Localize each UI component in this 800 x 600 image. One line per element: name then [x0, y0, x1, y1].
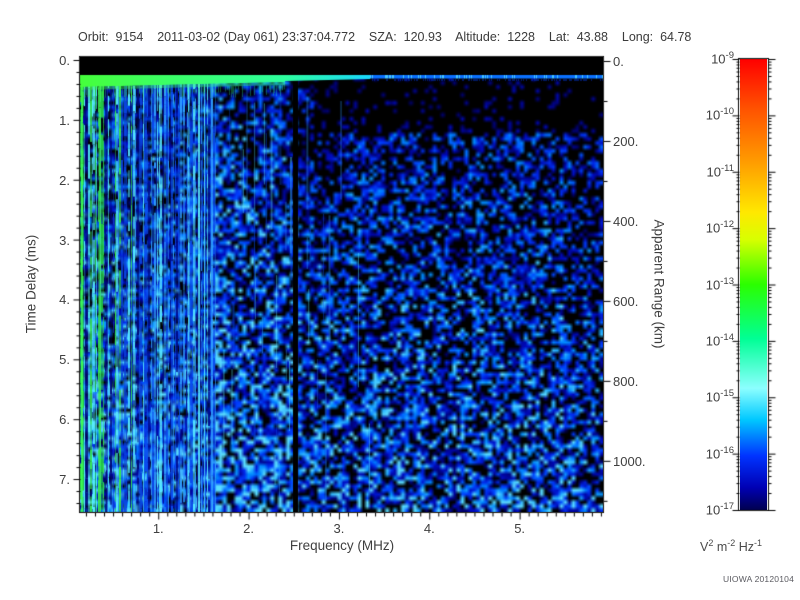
y-tick-label-right: 200.	[613, 133, 639, 149]
y-tick-label-right: 0.	[613, 53, 624, 69]
credit-stamp: UIOWA 20120104	[723, 574, 794, 584]
colorbar-tick-label: 10-17	[705, 501, 734, 518]
colorbar-tick-label: 10-10	[705, 106, 734, 123]
y-tick-label-left: 1.	[59, 112, 70, 128]
y-axis-title-left: Time Delay (ms)	[23, 234, 39, 334]
colorbar-tick-label: 10-16	[705, 444, 734, 461]
y-tick-label-right: 600.	[613, 293, 639, 309]
header-info: Orbit: 9154 2011-03-02 (Day 061) 23:37:0…	[78, 30, 692, 44]
x-axis-title: Frequency (MHz)	[289, 538, 395, 553]
y-tick-label-left: 6.	[59, 412, 70, 428]
y-tick-label-left: 7.	[59, 472, 70, 488]
spectrogram-canvas	[80, 57, 603, 512]
y-tick-label-left: 3.	[59, 232, 70, 248]
y-axis-title-right: Apparent Range (km)	[651, 219, 667, 349]
y-tick-label-left: 4.	[59, 292, 70, 308]
x-tick-label: 4.	[423, 521, 435, 536]
x-tick-label: 2.	[243, 521, 254, 536]
y-tick-label-right: 800.	[613, 373, 639, 389]
colorbar-tick-label: 10-11	[706, 162, 735, 180]
colorbar-tick-label: 10-13	[705, 275, 734, 292]
x-tick-label: 1.	[152, 521, 164, 536]
y-tick-label-right: 1000.	[613, 453, 646, 469]
colorbar-tick-label: 10-12	[705, 219, 734, 236]
colorbar-tick-label: 10-15	[705, 388, 734, 405]
y-tick-label-left: 5.	[59, 352, 70, 368]
y-tick-label-left: 0.	[59, 52, 70, 68]
colorbar-tick-label: 10-9	[711, 50, 734, 67]
colorbar-tick-label: 10-14	[705, 331, 734, 349]
y-tick-label-right: 400.	[613, 213, 639, 229]
x-tick-label: 5.	[514, 521, 526, 536]
y-tick-label-left: 2.	[59, 172, 70, 188]
colorbar-unit-label: V2 m-2 Hz-1	[700, 538, 763, 555]
x-tick-label: 3.	[333, 521, 345, 536]
colorbar-gradient	[740, 59, 767, 510]
